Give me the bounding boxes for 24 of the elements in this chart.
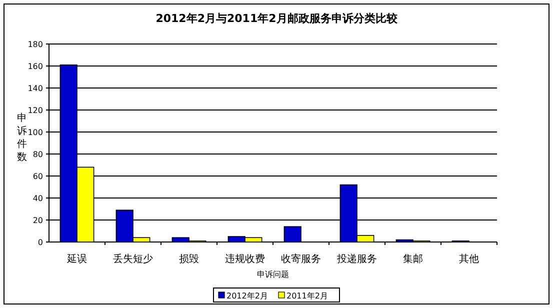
x-axis-title: 申诉问题 (257, 270, 289, 279)
x-tick-label: 集邮 (403, 253, 423, 265)
legend-label: 2012年2月 (226, 292, 268, 300)
y-tick-label: 60 (32, 172, 43, 181)
y-tick-label: 0 (38, 238, 43, 247)
y-tick-label: 120 (28, 106, 43, 115)
x-tick-label: 延误 (66, 253, 87, 265)
x-tick-label: 其他 (459, 253, 479, 265)
x-tick-label: 收寄服务 (281, 253, 321, 265)
y-tick-label: 20 (32, 216, 43, 225)
x-tick-label: 投递服务 (336, 253, 377, 265)
y-tick-label: 40 (32, 194, 43, 203)
y-tick-label: 160 (28, 62, 43, 71)
y-tick-label: 180 (28, 40, 43, 49)
y-axis-title: 申诉件数 (17, 112, 27, 163)
y-tick-label: 100 (28, 128, 43, 137)
y-tick-label: 80 (32, 150, 43, 159)
bar (284, 226, 302, 242)
x-tick-label: 违规收费 (225, 253, 265, 265)
legend-label: 2011年2月 (286, 292, 328, 300)
x-tick-label: 丢失短少 (113, 253, 153, 265)
y-tick-label: 140 (28, 84, 43, 93)
chart-title: 2012年2月与2011年2月邮政服务申诉分类比较 (156, 12, 398, 25)
x-tick-label: 损毁 (179, 253, 199, 265)
